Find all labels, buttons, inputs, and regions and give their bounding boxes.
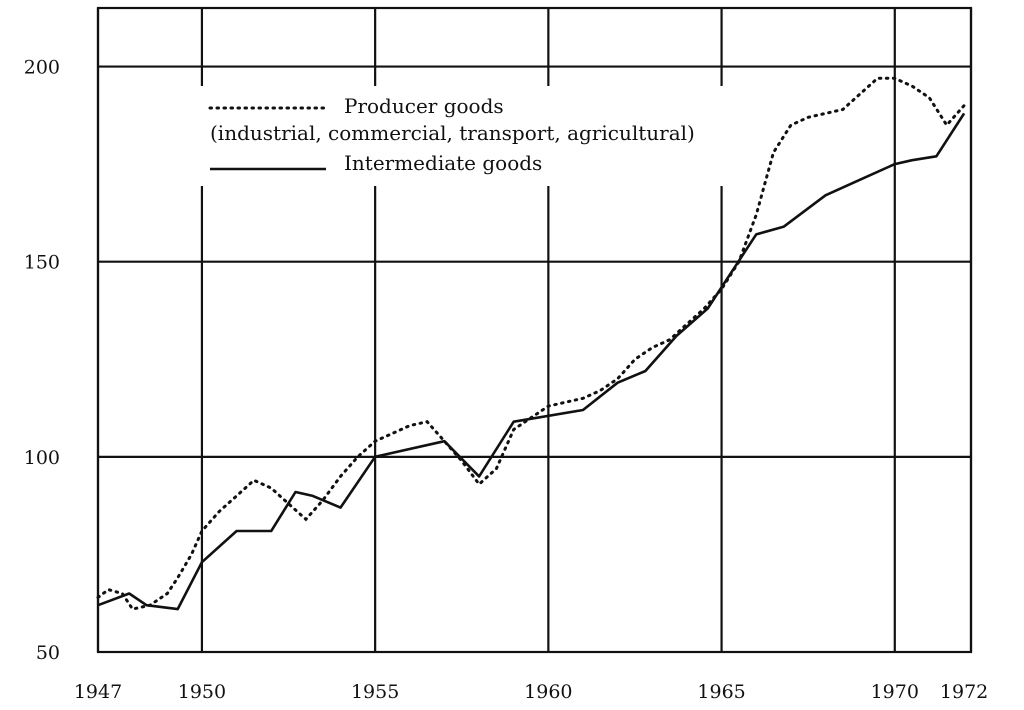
x-tick-label: 1965: [697, 681, 745, 703]
x-tick-label: 1947: [74, 681, 122, 703]
x-tick-label: 1950: [178, 681, 226, 703]
plot-frame: [96, 6, 973, 654]
y-tick-label: 200: [24, 57, 60, 79]
series-layer: [96, 76, 966, 611]
y-tick-label: 100: [24, 447, 60, 469]
x-tick-label: 1955: [351, 681, 399, 703]
legend: Producer goods (industrial, commercial, …: [198, 86, 746, 186]
x-tick-label: 1960: [524, 681, 572, 703]
y-tick-label: 50: [36, 642, 60, 664]
series-line-producer-goods: [96, 76, 966, 611]
x-tick-label: 1972: [940, 681, 988, 703]
legend-label-producer-goods-detail: (industrial, commercial, transport, agri…: [210, 121, 695, 145]
ticks-layer: 1947 1950 1955 1960 1965 1970 1972 50 100 150 200: [24, 57, 989, 703]
legend-label-producer-goods: Producer goods: [344, 94, 504, 118]
legend-label-intermediate-goods: Intermediate goods: [344, 151, 542, 175]
x-tick-label: 1970: [871, 681, 919, 703]
series-line-intermediate-goods: [97, 112, 966, 611]
y-tick-label: 150: [24, 252, 60, 274]
